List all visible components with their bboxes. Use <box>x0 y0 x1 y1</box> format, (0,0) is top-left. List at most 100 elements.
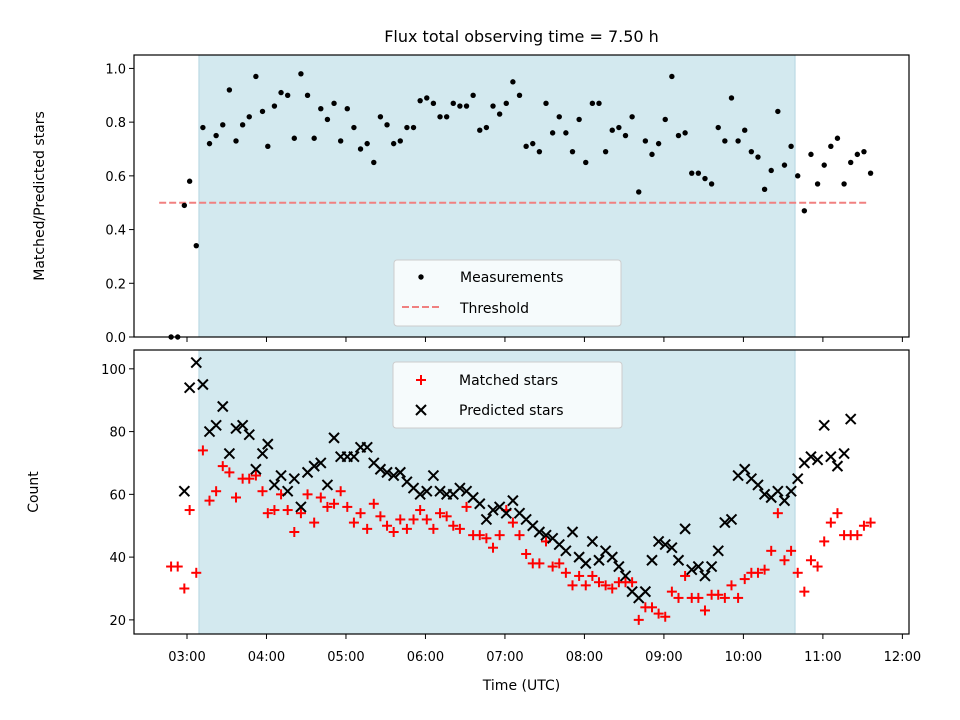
bottom-axes-frame <box>133 349 910 635</box>
predicted-star-point <box>646 554 658 566</box>
matched-star-point <box>335 486 346 497</box>
matched-star-point <box>633 614 644 625</box>
x-tick-label: 03:00 <box>168 650 205 665</box>
measurement-point <box>463 103 470 109</box>
measurement-point <box>404 124 410 131</box>
matched-star-point <box>772 508 783 519</box>
measurement-point <box>483 124 490 131</box>
matched-star-point <box>786 545 797 556</box>
matched-star-point <box>302 489 313 500</box>
matched-star-point <box>699 605 710 616</box>
top-legend: Measurements Threshold <box>393 259 622 327</box>
predicted-star-point <box>210 419 222 432</box>
measurement-point <box>675 132 682 139</box>
predicted-star-point <box>692 560 705 573</box>
matched-star-point <box>172 561 183 572</box>
matched-stars-points <box>166 445 876 625</box>
predicted-star-point <box>321 479 334 491</box>
predicted-star-point <box>394 466 406 479</box>
predicted-stars-legend-label: Predicted stars <box>459 403 564 419</box>
predicted-star-point <box>593 554 605 566</box>
measurement-point <box>371 159 377 166</box>
matched-star-point <box>488 542 499 553</box>
measurement-point <box>755 154 761 160</box>
measurement-point <box>761 186 768 192</box>
measurement-point <box>430 100 437 107</box>
matched-star-point <box>507 517 518 528</box>
measurement-point <box>246 114 252 120</box>
predicted-star-point <box>275 469 287 482</box>
measurement-point <box>233 138 239 144</box>
predicted-star-point <box>374 463 387 475</box>
predicted-star-point <box>236 419 249 432</box>
matched-star-point <box>415 505 426 516</box>
measurement-point <box>470 92 476 98</box>
matched-star-point <box>262 508 273 519</box>
predicted-star-point <box>183 381 196 394</box>
predicted-star-point <box>487 504 499 516</box>
matched-star-point <box>587 570 598 581</box>
matched-star-point <box>799 586 810 597</box>
measurement-point <box>814 181 821 187</box>
predicted-star-point <box>666 541 678 554</box>
predicted-star-point <box>679 523 691 535</box>
measurement-point <box>848 159 854 166</box>
matched-star-point <box>514 530 525 541</box>
matched-star-point <box>858 520 869 531</box>
measurement-point <box>622 132 629 139</box>
measurement-point <box>186 178 193 184</box>
measurement-point <box>821 162 827 168</box>
predicted-star-point <box>845 413 857 425</box>
matched-star-point <box>574 570 585 581</box>
matched-star-point <box>309 517 320 528</box>
predicted-star-point <box>719 516 731 529</box>
measurement-point <box>496 111 503 117</box>
measurement-point <box>695 170 702 176</box>
measurement-point <box>457 103 463 109</box>
measurement-point <box>556 114 562 120</box>
matched-star-point <box>348 517 359 528</box>
measurement-point <box>304 92 311 98</box>
predicted-star-point <box>281 485 294 497</box>
predicted-star-point <box>474 498 486 510</box>
predicted-star-point <box>699 570 711 582</box>
predicted-star-point <box>421 485 433 497</box>
predicted-star-point <box>818 419 830 432</box>
matched-star-point <box>395 514 406 525</box>
measurement-point <box>669 73 675 80</box>
matched-star-point <box>673 592 684 603</box>
matched-star-point <box>733 592 744 603</box>
predicted-star-point <box>566 526 579 538</box>
y-tick-label: 0.8 <box>105 116 126 131</box>
measurement-point <box>384 122 390 128</box>
measurement-point <box>768 167 774 174</box>
predicted-star-point <box>606 551 618 563</box>
matched-star-point <box>805 555 816 566</box>
matched-star-point <box>224 467 235 478</box>
predicted-star-point <box>262 438 274 450</box>
measurement-point <box>364 140 370 147</box>
measurements-legend-label: Measurements <box>460 270 563 286</box>
y-tick-label: 0.2 <box>105 277 126 292</box>
x-tick-label: 06:00 <box>407 650 444 665</box>
measurement-point <box>649 151 655 158</box>
predicted-star-point <box>361 441 373 453</box>
measurement-point <box>530 140 536 147</box>
matched-star-point <box>408 514 419 525</box>
matched-star-point <box>329 498 340 509</box>
predicted-star-point <box>838 447 850 460</box>
matched-star-point <box>680 570 691 581</box>
predicted-star-point <box>230 422 242 435</box>
x-tick-label: 10:00 <box>725 650 762 665</box>
predicted-star-point <box>480 513 493 526</box>
predicted-star-point <box>811 454 824 466</box>
measurements-legend-marker <box>418 274 424 280</box>
measurement-point <box>239 122 246 128</box>
matched-star-point <box>693 592 704 603</box>
measurement-point <box>808 151 814 158</box>
measurement-point <box>253 73 259 80</box>
matched-star-point <box>726 580 737 591</box>
matched-star-point <box>269 505 280 516</box>
matched-star-point <box>362 523 373 534</box>
predicted-star-point <box>256 447 269 460</box>
